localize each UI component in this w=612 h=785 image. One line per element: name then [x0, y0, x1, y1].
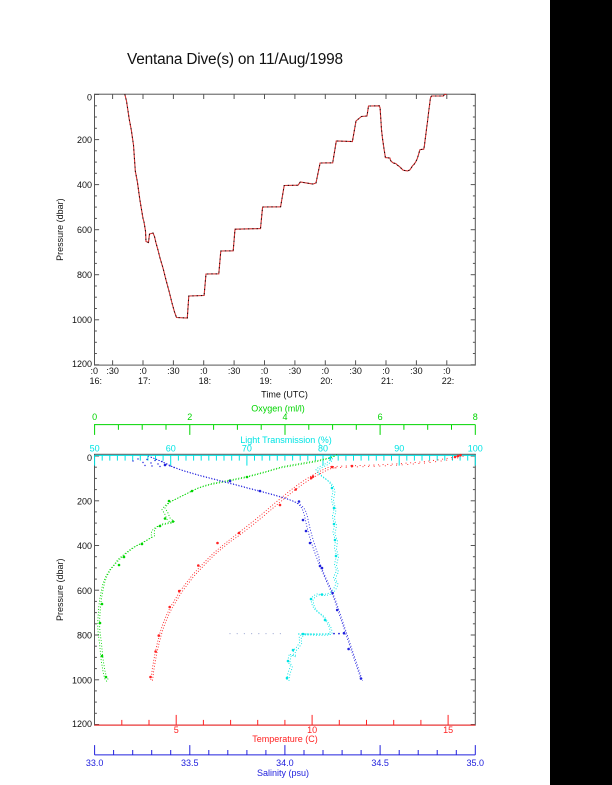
svg-text::0: :0 — [90, 366, 98, 376]
svg-text:1000: 1000 — [72, 676, 92, 686]
svg-text:70: 70 — [242, 444, 252, 454]
svg-text:17:: 17: — [138, 376, 151, 386]
svg-text:Temperature (C): Temperature (C) — [252, 734, 318, 744]
svg-text::0: :0 — [322, 366, 330, 376]
svg-text:800: 800 — [77, 631, 92, 641]
svg-text::30: :30 — [228, 366, 241, 376]
svg-text::0: :0 — [443, 366, 451, 376]
svg-text:1200: 1200 — [72, 719, 92, 729]
svg-text:6: 6 — [378, 412, 383, 422]
svg-text:19:: 19: — [259, 376, 272, 386]
svg-text:21:: 21: — [381, 376, 394, 386]
svg-text:80: 80 — [318, 444, 328, 454]
svg-text:10: 10 — [307, 725, 317, 735]
svg-text:34.5: 34.5 — [371, 758, 389, 768]
svg-text:33.5: 33.5 — [181, 758, 199, 768]
svg-text:18:: 18: — [199, 376, 212, 386]
svg-text:0: 0 — [92, 412, 97, 422]
svg-text:Pressure (dbar): Pressure (dbar) — [55, 198, 65, 261]
svg-text:8: 8 — [473, 412, 478, 422]
svg-text::0: :0 — [200, 366, 208, 376]
svg-text:Ventana Dive(s) on 11/Aug/1998: Ventana Dive(s) on 11/Aug/1998 — [127, 51, 343, 68]
svg-text:35.0: 35.0 — [467, 758, 485, 768]
svg-text:16:: 16: — [90, 376, 103, 386]
svg-text:60: 60 — [166, 444, 176, 454]
svg-text::0: :0 — [139, 366, 147, 376]
svg-text:400: 400 — [77, 541, 92, 551]
svg-text:Pressure (dbar): Pressure (dbar) — [55, 558, 65, 621]
svg-text::30: :30 — [349, 366, 362, 376]
svg-text::30: :30 — [289, 366, 302, 376]
svg-text:Time (UTC): Time (UTC) — [261, 390, 308, 400]
svg-text:100: 100 — [468, 444, 483, 454]
svg-text:400: 400 — [77, 180, 92, 190]
svg-text:0: 0 — [87, 453, 92, 463]
svg-text:22:: 22: — [442, 376, 455, 386]
svg-text:15: 15 — [443, 725, 453, 735]
svg-text:Light Transmission (%): Light Transmission (%) — [240, 435, 332, 445]
svg-text:1200: 1200 — [72, 359, 92, 369]
svg-text:33.0: 33.0 — [86, 758, 104, 768]
svg-text:50: 50 — [90, 444, 100, 454]
svg-text:600: 600 — [77, 225, 92, 235]
svg-text:200: 200 — [77, 496, 92, 506]
svg-text:200: 200 — [77, 135, 92, 145]
svg-text:20:: 20: — [320, 376, 333, 386]
svg-text:Salinity (psu): Salinity (psu) — [257, 768, 309, 778]
svg-text:34.0: 34.0 — [276, 758, 294, 768]
svg-text:2: 2 — [187, 412, 192, 422]
svg-text::30: :30 — [106, 366, 119, 376]
svg-text::0: :0 — [382, 366, 390, 376]
svg-text::30: :30 — [410, 366, 423, 376]
svg-text:Oxygen (ml/l): Oxygen (ml/l) — [251, 403, 305, 413]
svg-text::30: :30 — [167, 366, 180, 376]
svg-text::0: :0 — [261, 366, 269, 376]
svg-text:90: 90 — [394, 444, 404, 454]
svg-text:600: 600 — [77, 586, 92, 596]
svg-text:1000: 1000 — [72, 315, 92, 325]
svg-text:800: 800 — [77, 270, 92, 280]
svg-text:0: 0 — [87, 93, 92, 103]
svg-text:4: 4 — [282, 412, 287, 422]
svg-text:5: 5 — [174, 725, 179, 735]
